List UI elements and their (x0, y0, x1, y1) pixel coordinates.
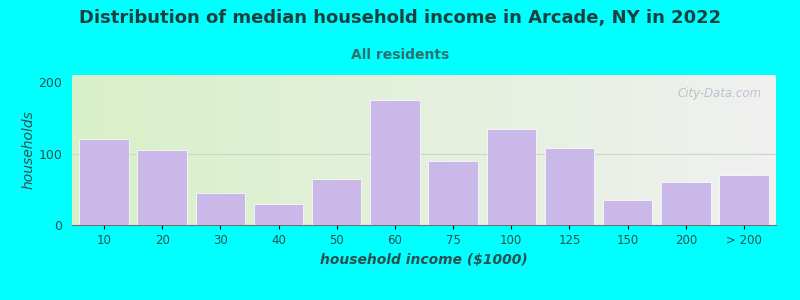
Bar (370, 100, 420, 225)
Bar (661, 182, 710, 225)
Y-axis label: households: households (22, 111, 36, 189)
Bar (603, 200, 652, 225)
Text: City-Data.com: City-Data.com (678, 87, 762, 100)
Bar (428, 161, 478, 225)
Bar (254, 204, 303, 225)
Bar (138, 150, 187, 225)
Bar (486, 129, 536, 225)
Bar (79, 139, 129, 225)
Bar (196, 193, 245, 225)
Bar (719, 175, 769, 225)
Text: All residents: All residents (351, 48, 449, 62)
X-axis label: household income ($1000): household income ($1000) (320, 253, 528, 267)
Bar (312, 178, 362, 225)
Text: Distribution of median household income in Arcade, NY in 2022: Distribution of median household income … (79, 9, 721, 27)
Bar (545, 148, 594, 225)
